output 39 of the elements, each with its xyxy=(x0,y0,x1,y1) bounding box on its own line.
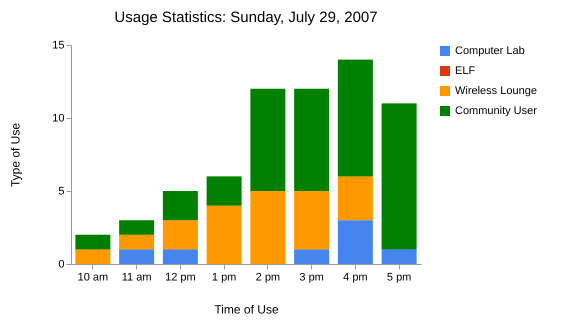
bar xyxy=(162,220,198,250)
x-tick-label: 5 pm xyxy=(386,272,412,284)
bar xyxy=(250,191,286,264)
chart-title: Usage Statistics: Sunday, July 29, 2007 xyxy=(114,9,378,26)
x-tick-label: 1 pm xyxy=(212,272,236,284)
x-tick-label: 12 pm xyxy=(165,272,196,284)
legend-label: Community User xyxy=(455,105,538,117)
bar xyxy=(119,234,154,250)
bar xyxy=(294,88,330,191)
y-tick-label: 0 xyxy=(58,258,64,270)
x-tick-label: 11 am xyxy=(122,272,152,284)
bar xyxy=(294,249,330,264)
bar xyxy=(206,176,242,206)
y-axis-title: Type of Use xyxy=(8,122,22,188)
x-tick-label: 10 am xyxy=(78,272,108,284)
x-tick-label: 3 pm xyxy=(299,272,324,284)
x-axis-title: Time of Use xyxy=(214,302,279,316)
bar xyxy=(382,103,417,250)
bar xyxy=(206,206,242,264)
legend-label: ELF xyxy=(455,65,476,77)
legend-label: Wireless Lounge xyxy=(455,85,537,97)
bar xyxy=(162,191,198,220)
x-tick-label: 4 pm xyxy=(343,272,368,284)
bar xyxy=(75,249,110,264)
bar xyxy=(119,249,154,264)
bar xyxy=(119,220,154,235)
y-tick-label: 5 xyxy=(58,186,64,198)
bar xyxy=(382,249,417,264)
y-tick-label: 10 xyxy=(52,112,64,124)
x-tick-label: 2 pm xyxy=(256,272,280,284)
bar xyxy=(250,88,286,191)
bar xyxy=(338,60,373,176)
bar xyxy=(338,176,373,220)
bar xyxy=(294,191,330,250)
y-tick-label: 15 xyxy=(52,40,64,52)
bar xyxy=(162,249,198,264)
bar xyxy=(75,234,110,250)
bar xyxy=(338,220,373,264)
legend-label: Computer Lab xyxy=(455,45,525,57)
